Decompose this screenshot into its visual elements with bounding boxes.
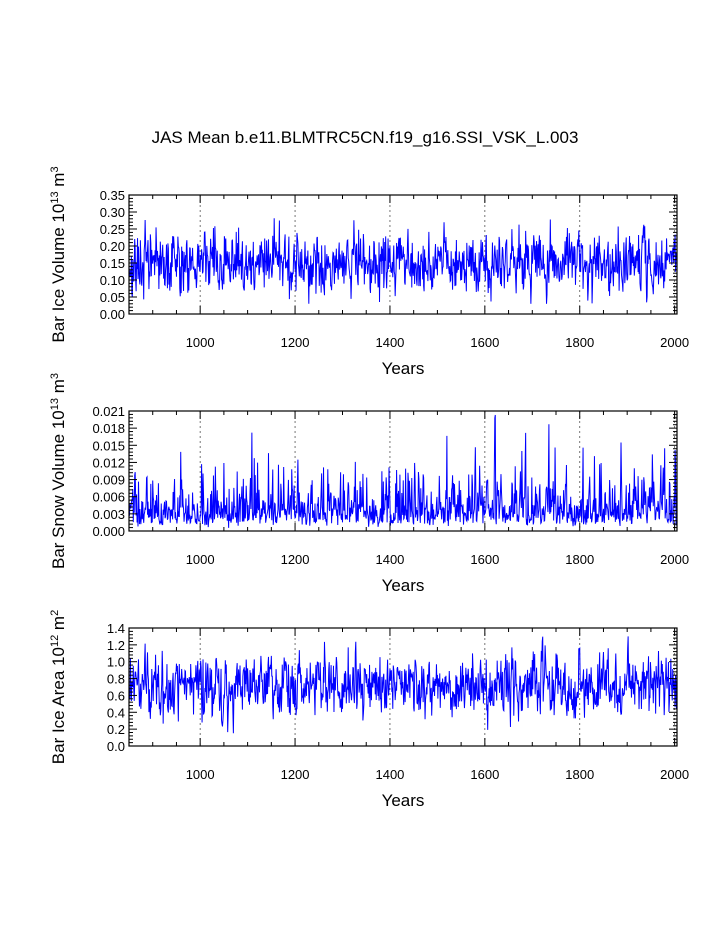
y-tick-label: 0.012 — [92, 455, 125, 470]
y-tick-label: 0.003 — [92, 507, 125, 522]
x-tick-label: 2000 — [660, 767, 689, 782]
y-axis-label: Bar Snow Volume 1013 m3 — [49, 373, 68, 569]
y-tick-label: 0.20 — [100, 239, 125, 254]
y-label-main: Bar Snow Volume 10 — [49, 410, 68, 569]
x-tick-label: 1200 — [281, 552, 310, 567]
x-tick-label: 1200 — [281, 335, 310, 350]
y-label-unit-exp: 3 — [49, 166, 61, 172]
y-tick-label: 0.35 — [100, 188, 125, 203]
y-label-unit: m — [49, 173, 68, 192]
x-tick-label: 2000 — [660, 552, 689, 567]
y-tick-label: 0.25 — [100, 222, 125, 237]
y-tick-label: 0.2 — [107, 722, 125, 737]
plot-frame — [128, 194, 678, 315]
y-label-main: Bar Ice Volume 10 — [49, 204, 68, 343]
y-tick-label: 0.30 — [100, 205, 125, 220]
y-tick-label: 0.10 — [100, 273, 125, 288]
y-tick-label: 0.6 — [107, 688, 125, 703]
y-tick-label: 0.15 — [100, 256, 125, 271]
ticks: 1000 1200 1400 1600 1800 2000 0.00 0.05 0.10 0.15… — [100, 188, 689, 350]
y-tick-label: 0.8 — [107, 672, 125, 687]
panel-ice-area: 1000 1200 1400 1600 1800 2000 0.0 0.2 0.4 0.60.8 1… — [49, 610, 689, 810]
y-tick-label: 1.2 — [107, 638, 125, 653]
ticks: 1000 1200 1400 1600 1800 2000 0.0 0.2 0.4 0.60.8 1… — [107, 621, 689, 782]
x-tick-label: 1400 — [375, 335, 404, 350]
x-tick-label: 1600 — [470, 767, 499, 782]
y-label-exp: 12 — [49, 635, 61, 647]
x-tick-label: 1600 — [470, 335, 499, 350]
y-tick-label: 0.018 — [92, 421, 125, 436]
y-axis-label: Bar Ice Volume 1013 m3 — [49, 166, 68, 342]
panel-ice-volume: 1000 1200 1400 1600 1800 2000 0.00 0.05 0.10 0.15… — [49, 166, 689, 378]
y-label-main: Bar Ice Area 10 — [49, 647, 68, 764]
series-line-snow-volume — [128, 414, 678, 528]
ticks: 1000 1200 1400 1600 1800 2000 0.000 0.003 0.006 0… — [92, 404, 689, 567]
gridlines — [199, 411, 676, 531]
y-tick-label: 0.006 — [92, 490, 125, 505]
y-tick-label: 0.05 — [100, 290, 125, 305]
y-tick-label: 0.4 — [107, 705, 125, 720]
y-tick-label: 0.015 — [92, 438, 125, 453]
y-axis-label: Bar Ice Area 1012 m2 — [49, 610, 68, 764]
y-label-unit-exp: 2 — [49, 610, 61, 616]
y-tick-label: 1.0 — [107, 655, 125, 670]
x-tick-label: 2000 — [660, 335, 689, 350]
y-tick-label: 0.00 — [100, 307, 125, 322]
y-label-unit: m — [49, 616, 68, 635]
x-tick-label: 1000 — [186, 335, 215, 350]
x-axis-label: Years — [382, 576, 425, 595]
y-tick-label: 0.000 — [92, 524, 125, 539]
x-tick-label: 1600 — [470, 552, 499, 567]
x-tick-label: 1800 — [565, 767, 594, 782]
plot-frame — [128, 410, 678, 532]
y-label-exp: 13 — [49, 398, 61, 410]
x-tick-label: 1400 — [375, 767, 404, 782]
chart-title: JAS Mean b.e11.BLMTRC5CN.f19_g16.SSI_VSK… — [152, 128, 579, 147]
x-tick-label: 1800 — [565, 552, 594, 567]
series-line-ice-area — [128, 636, 678, 734]
y-tick-label: 0.021 — [92, 404, 125, 419]
x-tick-label: 1800 — [565, 335, 594, 350]
x-axis-label: Years — [382, 791, 425, 810]
y-label-exp: 13 — [49, 191, 61, 203]
x-tick-label: 1000 — [186, 552, 215, 567]
x-tick-label: 1200 — [281, 767, 310, 782]
panel-snow-volume: 1000 1200 1400 1600 1800 2000 0.000 0.003 0.006 0… — [49, 373, 689, 595]
x-tick-label: 1000 — [186, 767, 215, 782]
y-tick-label: 1.4 — [107, 621, 125, 636]
y-label-unit-exp: 3 — [49, 373, 61, 379]
y-label-unit: m — [49, 379, 68, 398]
series-line-ice-volume — [128, 218, 678, 304]
y-tick-label: 0.009 — [92, 473, 125, 488]
x-tick-label: 1400 — [375, 552, 404, 567]
x-axis-label: Years — [382, 359, 425, 378]
y-tick-label: 0.0 — [107, 739, 125, 754]
plot-frame — [128, 627, 678, 747]
